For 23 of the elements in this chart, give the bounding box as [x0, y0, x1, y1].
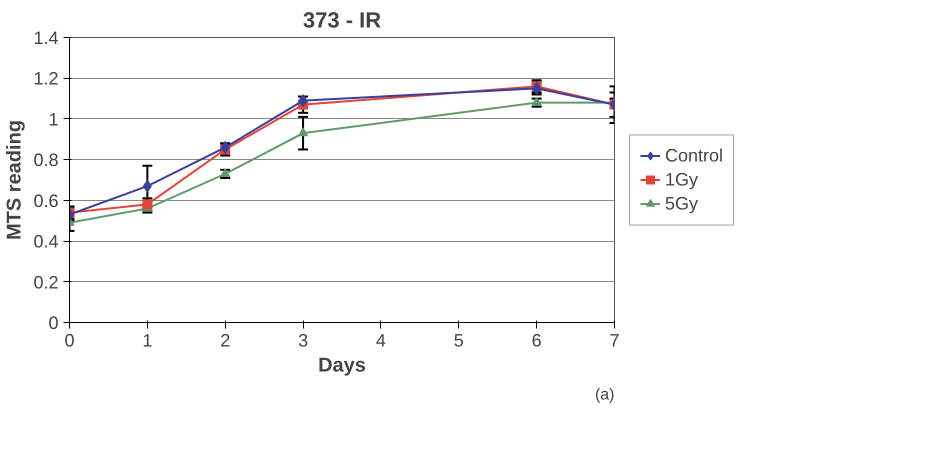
y-tick-label: 0.8 [33, 150, 59, 170]
y-tick-label: 0.2 [33, 272, 59, 292]
x-tick-label: 4 [376, 330, 386, 350]
x-axis-title: Days [318, 354, 366, 376]
x-tick-label: 2 [220, 330, 230, 350]
y-tick-label: 1 [48, 109, 59, 130]
legend-label: Control [665, 145, 724, 166]
x-tick-label: 1 [142, 330, 152, 350]
legend-label: 5Gy [665, 193, 698, 214]
legend-label: 1Gy [665, 169, 698, 190]
x-tick-label: 3 [298, 330, 308, 350]
text: (a) [594, 386, 615, 404]
x-tick-label: 7 [609, 330, 620, 350]
x-tick-label: 6 [532, 330, 542, 350]
y-tick-label: 0 [48, 313, 59, 333]
y-tick-label: 1.2 [33, 68, 59, 89]
chart-title: 373 - IR [302, 8, 382, 32]
x-tick-label: 0 [64, 330, 75, 350]
x-tick-label: 5 [454, 330, 464, 350]
y-tick-label: 0.4 [33, 232, 59, 252]
y-axis-title: MTS reading [3, 120, 26, 240]
y-tick-label: 0.6 [33, 190, 59, 211]
y-tick-label: 1.4 [33, 28, 59, 48]
